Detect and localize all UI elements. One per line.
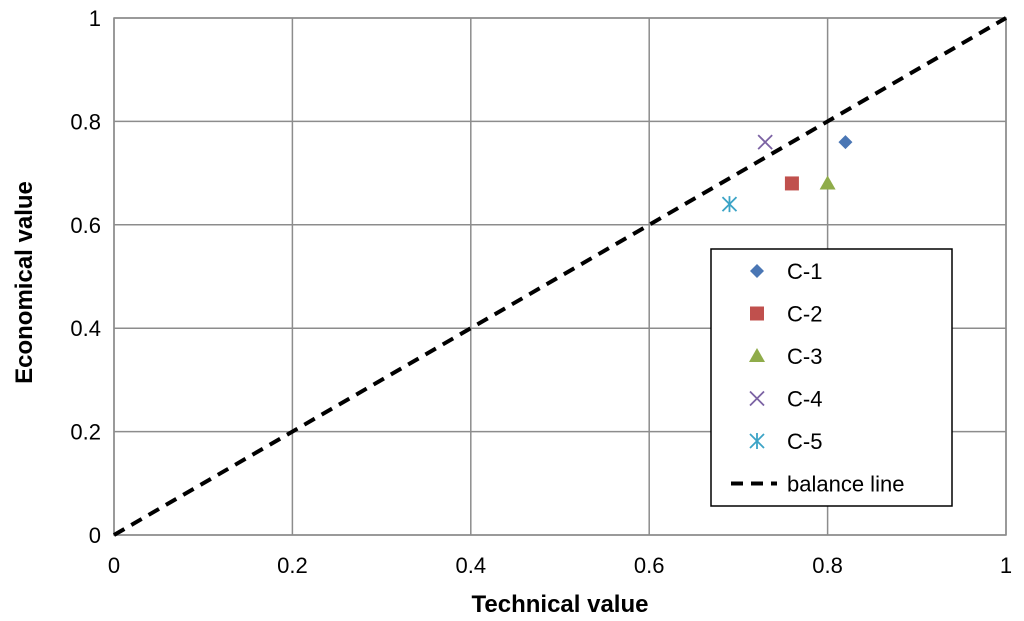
y-tick-label: 0.4 xyxy=(70,316,101,341)
x-marker-stroke xyxy=(749,390,765,407)
y-tick-label: 0 xyxy=(89,523,101,548)
x-tick-label: 1 xyxy=(1000,553,1012,578)
square-marker-shape xyxy=(784,176,799,191)
legend-item-c-2: C-2 xyxy=(750,302,822,327)
plot-area-border xyxy=(113,17,1007,536)
x-axis-title: Technical value xyxy=(472,591,649,618)
axis-ticks: 0 0.2 0.4 0.6 0.8 1 0 0.2 0.4 0.6 0.8 1 xyxy=(70,6,1012,578)
legend-swatch-c-1 xyxy=(750,264,764,278)
x-tick-label: 0 xyxy=(108,553,120,578)
data-point-c-1 xyxy=(838,135,853,150)
x-tick-label: 0.8 xyxy=(812,553,843,578)
x-tick-label: 0.4 xyxy=(456,553,487,578)
legend-swatch-c-2 xyxy=(750,306,764,321)
y-tick-label: 0.2 xyxy=(70,420,101,445)
x-marker-stroke xyxy=(757,134,773,150)
y-axis-title: Economical value xyxy=(11,181,38,384)
legend-label: C-4 xyxy=(787,387,822,412)
x-tick-label: 0.6 xyxy=(634,553,665,578)
y-tick-label: 0.8 xyxy=(70,109,101,134)
diamond-marker-shape xyxy=(838,135,853,150)
triangle-marker-shape xyxy=(819,175,836,190)
legend-swatch-c-4 xyxy=(749,390,765,407)
square-marker-shape xyxy=(750,306,764,321)
legend-swatch-c-5 xyxy=(749,433,765,449)
data-series xyxy=(112,16,1008,537)
legend-swatch-c-3 xyxy=(749,348,765,362)
legend-item-c-3: C-3 xyxy=(749,344,822,369)
legend-item-c-4: C-4 xyxy=(749,387,822,412)
data-point-c-4 xyxy=(757,134,773,150)
y-tick-label: 0.6 xyxy=(70,213,101,238)
legend-label: C-1 xyxy=(787,259,822,284)
legend-label: C-3 xyxy=(787,344,822,369)
y-tick-label: 1 xyxy=(89,6,101,31)
diamond-marker-shape xyxy=(750,264,764,278)
legend-label: balance line xyxy=(787,472,904,497)
data-point-c-5 xyxy=(721,196,738,213)
legend: C-1 C-2 C-3 C-4 C-5 balance line xyxy=(710,248,953,507)
legend-box xyxy=(710,248,953,507)
balance-line xyxy=(112,16,1008,537)
data-point-c-3 xyxy=(819,175,836,190)
data-point-c-2 xyxy=(784,176,799,191)
triangle-marker-shape xyxy=(749,348,765,362)
legend-item-balance-line: balance line xyxy=(731,472,904,497)
x-tick-label: 0.2 xyxy=(277,553,308,578)
legend-item-c-1: C-1 xyxy=(750,259,822,284)
legend-label: C-5 xyxy=(787,429,822,454)
legend-label: C-2 xyxy=(787,302,822,327)
legend-item-c-5: C-5 xyxy=(749,429,822,454)
